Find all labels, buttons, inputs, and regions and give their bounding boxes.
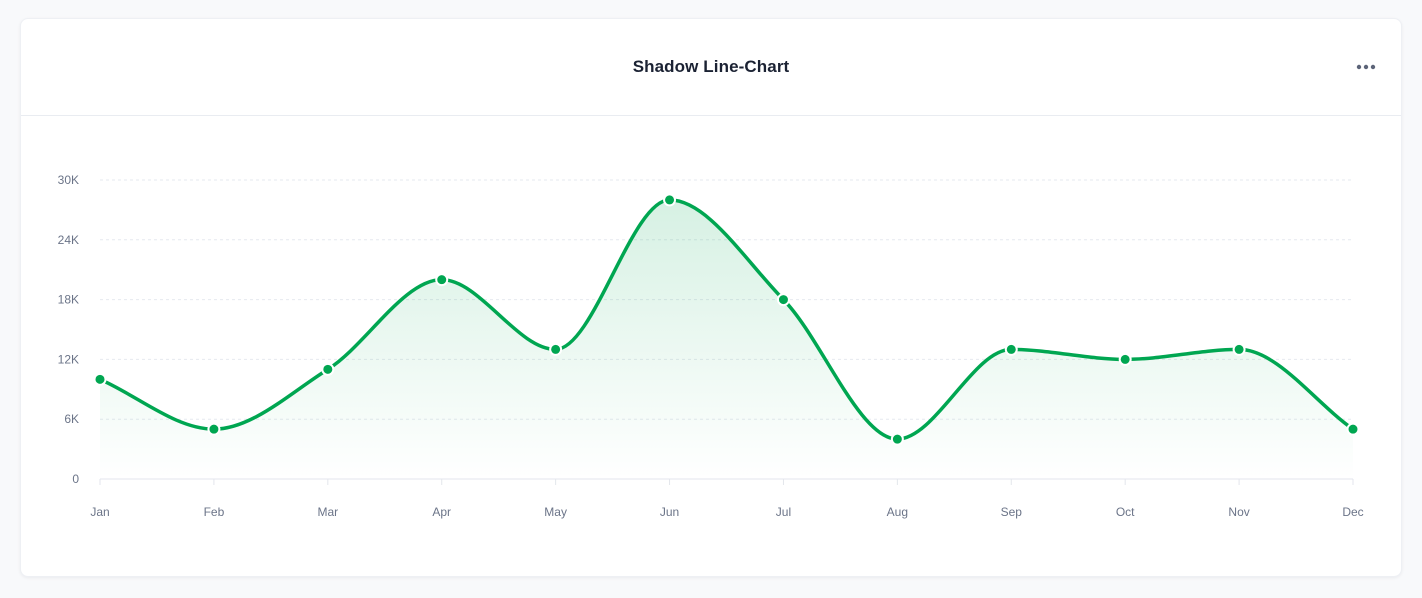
x-tick-label: Sep xyxy=(1001,505,1023,519)
data-point-mar[interactable] xyxy=(321,362,335,376)
y-tick-label: 24K xyxy=(58,233,79,247)
x-tick-label: Jul xyxy=(776,505,791,519)
data-point-dec[interactable] xyxy=(1346,422,1360,436)
x-tick-label: Oct xyxy=(1116,505,1135,519)
x-tick-labels: Jan Feb Mar Apr May Jun Jul Aug Sep Oct Nov Dec xyxy=(90,505,1363,519)
x-tick-label: Feb xyxy=(204,505,225,519)
x-tick-label: Jan xyxy=(90,505,109,519)
y-tick-labels: 0 6K 12K 18K 24K 30K xyxy=(58,173,80,486)
area-path xyxy=(100,199,1353,479)
y-tick-label: 0 xyxy=(72,472,79,486)
x-tick-label: Aug xyxy=(887,505,908,519)
x-tick-label: May xyxy=(544,505,567,519)
data-points xyxy=(93,193,1360,446)
x-tick-label: Jun xyxy=(660,505,679,519)
y-tick-label: 12K xyxy=(58,352,79,366)
data-point-oct[interactable] xyxy=(1118,352,1132,366)
x-axis xyxy=(99,478,1354,485)
y-tick-label: 6K xyxy=(64,412,79,426)
data-point-nov[interactable] xyxy=(1232,342,1246,356)
x-tick-label: Nov xyxy=(1228,505,1249,519)
data-point-aug[interactable] xyxy=(890,432,904,446)
more-options-button[interactable] xyxy=(1353,57,1379,77)
card-header: Shadow Line-Chart xyxy=(21,19,1401,116)
data-point-may[interactable] xyxy=(549,342,563,356)
data-point-feb[interactable] xyxy=(207,422,221,436)
area-fill xyxy=(100,199,1353,479)
data-point-jan[interactable] xyxy=(93,372,107,386)
data-point-jul[interactable] xyxy=(776,293,790,307)
x-tick-label: Dec xyxy=(1342,505,1363,519)
x-tick-label: Mar xyxy=(317,505,338,519)
more-horizontal-icon xyxy=(1356,64,1376,70)
x-tick-label: Apr xyxy=(432,505,451,519)
data-point-jun[interactable] xyxy=(663,193,677,207)
chart-title: Shadow Line-Chart xyxy=(632,57,790,76)
data-point-apr[interactable] xyxy=(435,273,449,287)
y-tick-label: 30K xyxy=(58,173,79,187)
y-tick-label: 18K xyxy=(58,293,79,307)
data-point-sep[interactable] xyxy=(1004,342,1018,356)
